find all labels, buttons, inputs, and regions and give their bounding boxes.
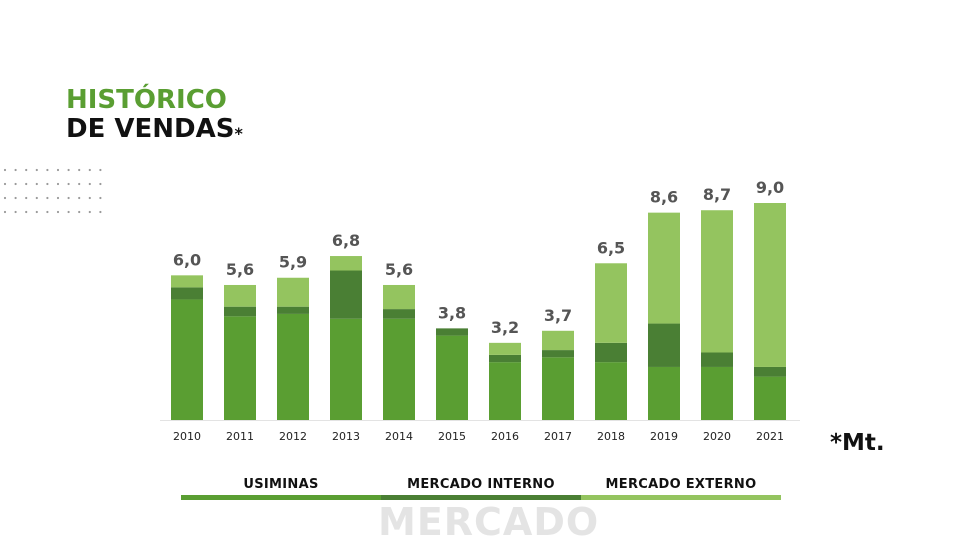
bar-segment-mercado-externo-2012 [277,277,309,307]
bar-segment-mercado-externo-2013 [330,256,362,271]
legend-item-mercado-interno: MERCADO INTERNO [381,474,581,504]
x-tick-label-2014: 2014 [385,430,413,443]
data-label-2021: 9,0 [756,178,784,197]
bar-segment-mercado-interno-2014 [383,309,415,319]
legend-swatch [381,495,581,500]
title-line-1: HISTÓRICO [66,85,227,115]
bar-segment-usiminas-2013 [330,318,362,420]
bar-segment-mercado-externo-2020 [701,210,733,353]
bar-segment-mercado-interno-2017 [542,350,574,358]
watermark-text: MERCADO [378,500,600,544]
bar-segment-mercado-externo-2014 [383,284,415,310]
bar-segment-usiminas-2015 [436,335,468,420]
x-tick-label-2013: 2013 [332,430,360,443]
data-label-2020: 8,7 [703,185,731,204]
bar-segment-mercado-interno-2021 [754,366,786,377]
dot-pattern-decoration [3,168,102,214]
bar-segment-usiminas-2021 [754,376,786,420]
bar-segment-usiminas-2014 [383,318,415,420]
bar-segment-mercado-externo-2016 [489,342,521,355]
legend-item-mercado-externo: MERCADO EXTERNO [581,474,781,504]
bar-segment-mercado-interno-2013 [330,270,362,319]
legend-label: MERCADO INTERNO [407,477,555,492]
title-line-2-text: DE VENDAS [66,114,235,144]
bar-segment-usiminas-2018 [595,362,627,420]
data-label-2018: 6,5 [597,238,625,257]
bar-segment-usiminas-2011 [224,316,256,420]
legend-label: USIMINAS [243,477,319,492]
bar-segment-mercado-interno-2016 [489,354,521,363]
legend-swatch [581,495,781,500]
legend: USIMINAS MERCADO INTERNO MERCADO EXTERNO [181,474,781,504]
title-asterisk: * [234,124,243,143]
chart-title: HISTÓRICO DE VENDAS* [66,86,243,144]
bar-segment-mercado-interno-2010 [171,287,203,300]
bar-segment-mercado-interno-2011 [224,306,256,317]
bar-segment-mercado-interno-2015 [436,328,468,336]
x-tick-label-2019: 2019 [650,430,678,443]
bar-segment-usiminas-2010 [171,299,203,420]
bar-segment-mercado-externo-2021 [754,203,786,367]
x-tick-label-2021: 2021 [756,430,784,443]
bar-segment-mercado-externo-2010 [171,275,203,288]
bar-segment-mercado-interno-2018 [595,342,627,363]
legend-label: MERCADO EXTERNO [605,477,757,492]
bar-segment-mercado-externo-2018 [595,263,627,343]
title-line-2: DE VENDAS* [66,115,243,144]
x-tick-label-2011: 2011 [226,430,254,443]
x-tick-label-2020: 2020 [703,430,731,443]
bar-segment-mercado-interno-2020 [701,352,733,367]
data-label-2019: 8,6 [650,188,678,207]
bar-segment-mercado-interno-2012 [277,306,309,314]
bar-segment-mercado-interno-2019 [648,323,680,367]
data-label-2014: 5,6 [385,260,413,279]
x-tick-label-2018: 2018 [597,430,625,443]
unit-note: *Mt. [830,430,885,456]
x-tick-label-2017: 2017 [544,430,572,443]
x-tick-label-2012: 2012 [279,430,307,443]
data-label-2015: 3,8 [438,303,466,322]
bar-segment-mercado-externo-2019 [648,212,680,324]
data-label-2011: 5,6 [226,260,254,279]
x-tick-label-2016: 2016 [491,430,519,443]
data-label-2016: 3,2 [491,318,519,337]
data-label-2017: 3,7 [544,306,572,325]
legend-swatch [181,495,381,500]
data-label-2012: 5,9 [279,253,307,272]
x-tick-label-2010: 2010 [173,430,201,443]
data-label-2010: 6,0 [173,250,201,269]
data-label-2013: 6,8 [332,231,360,250]
bar-segment-mercado-externo-2011 [224,284,256,307]
bar-segment-usiminas-2017 [542,357,574,420]
bar-segment-mercado-externo-2017 [542,330,574,351]
bar-segment-usiminas-2016 [489,362,521,420]
bar-segment-usiminas-2019 [648,366,680,420]
legend-item-usiminas: USIMINAS [181,474,381,504]
bar-segment-usiminas-2020 [701,366,733,420]
x-tick-label-2015: 2015 [438,430,466,443]
bar-segment-usiminas-2012 [277,313,309,420]
